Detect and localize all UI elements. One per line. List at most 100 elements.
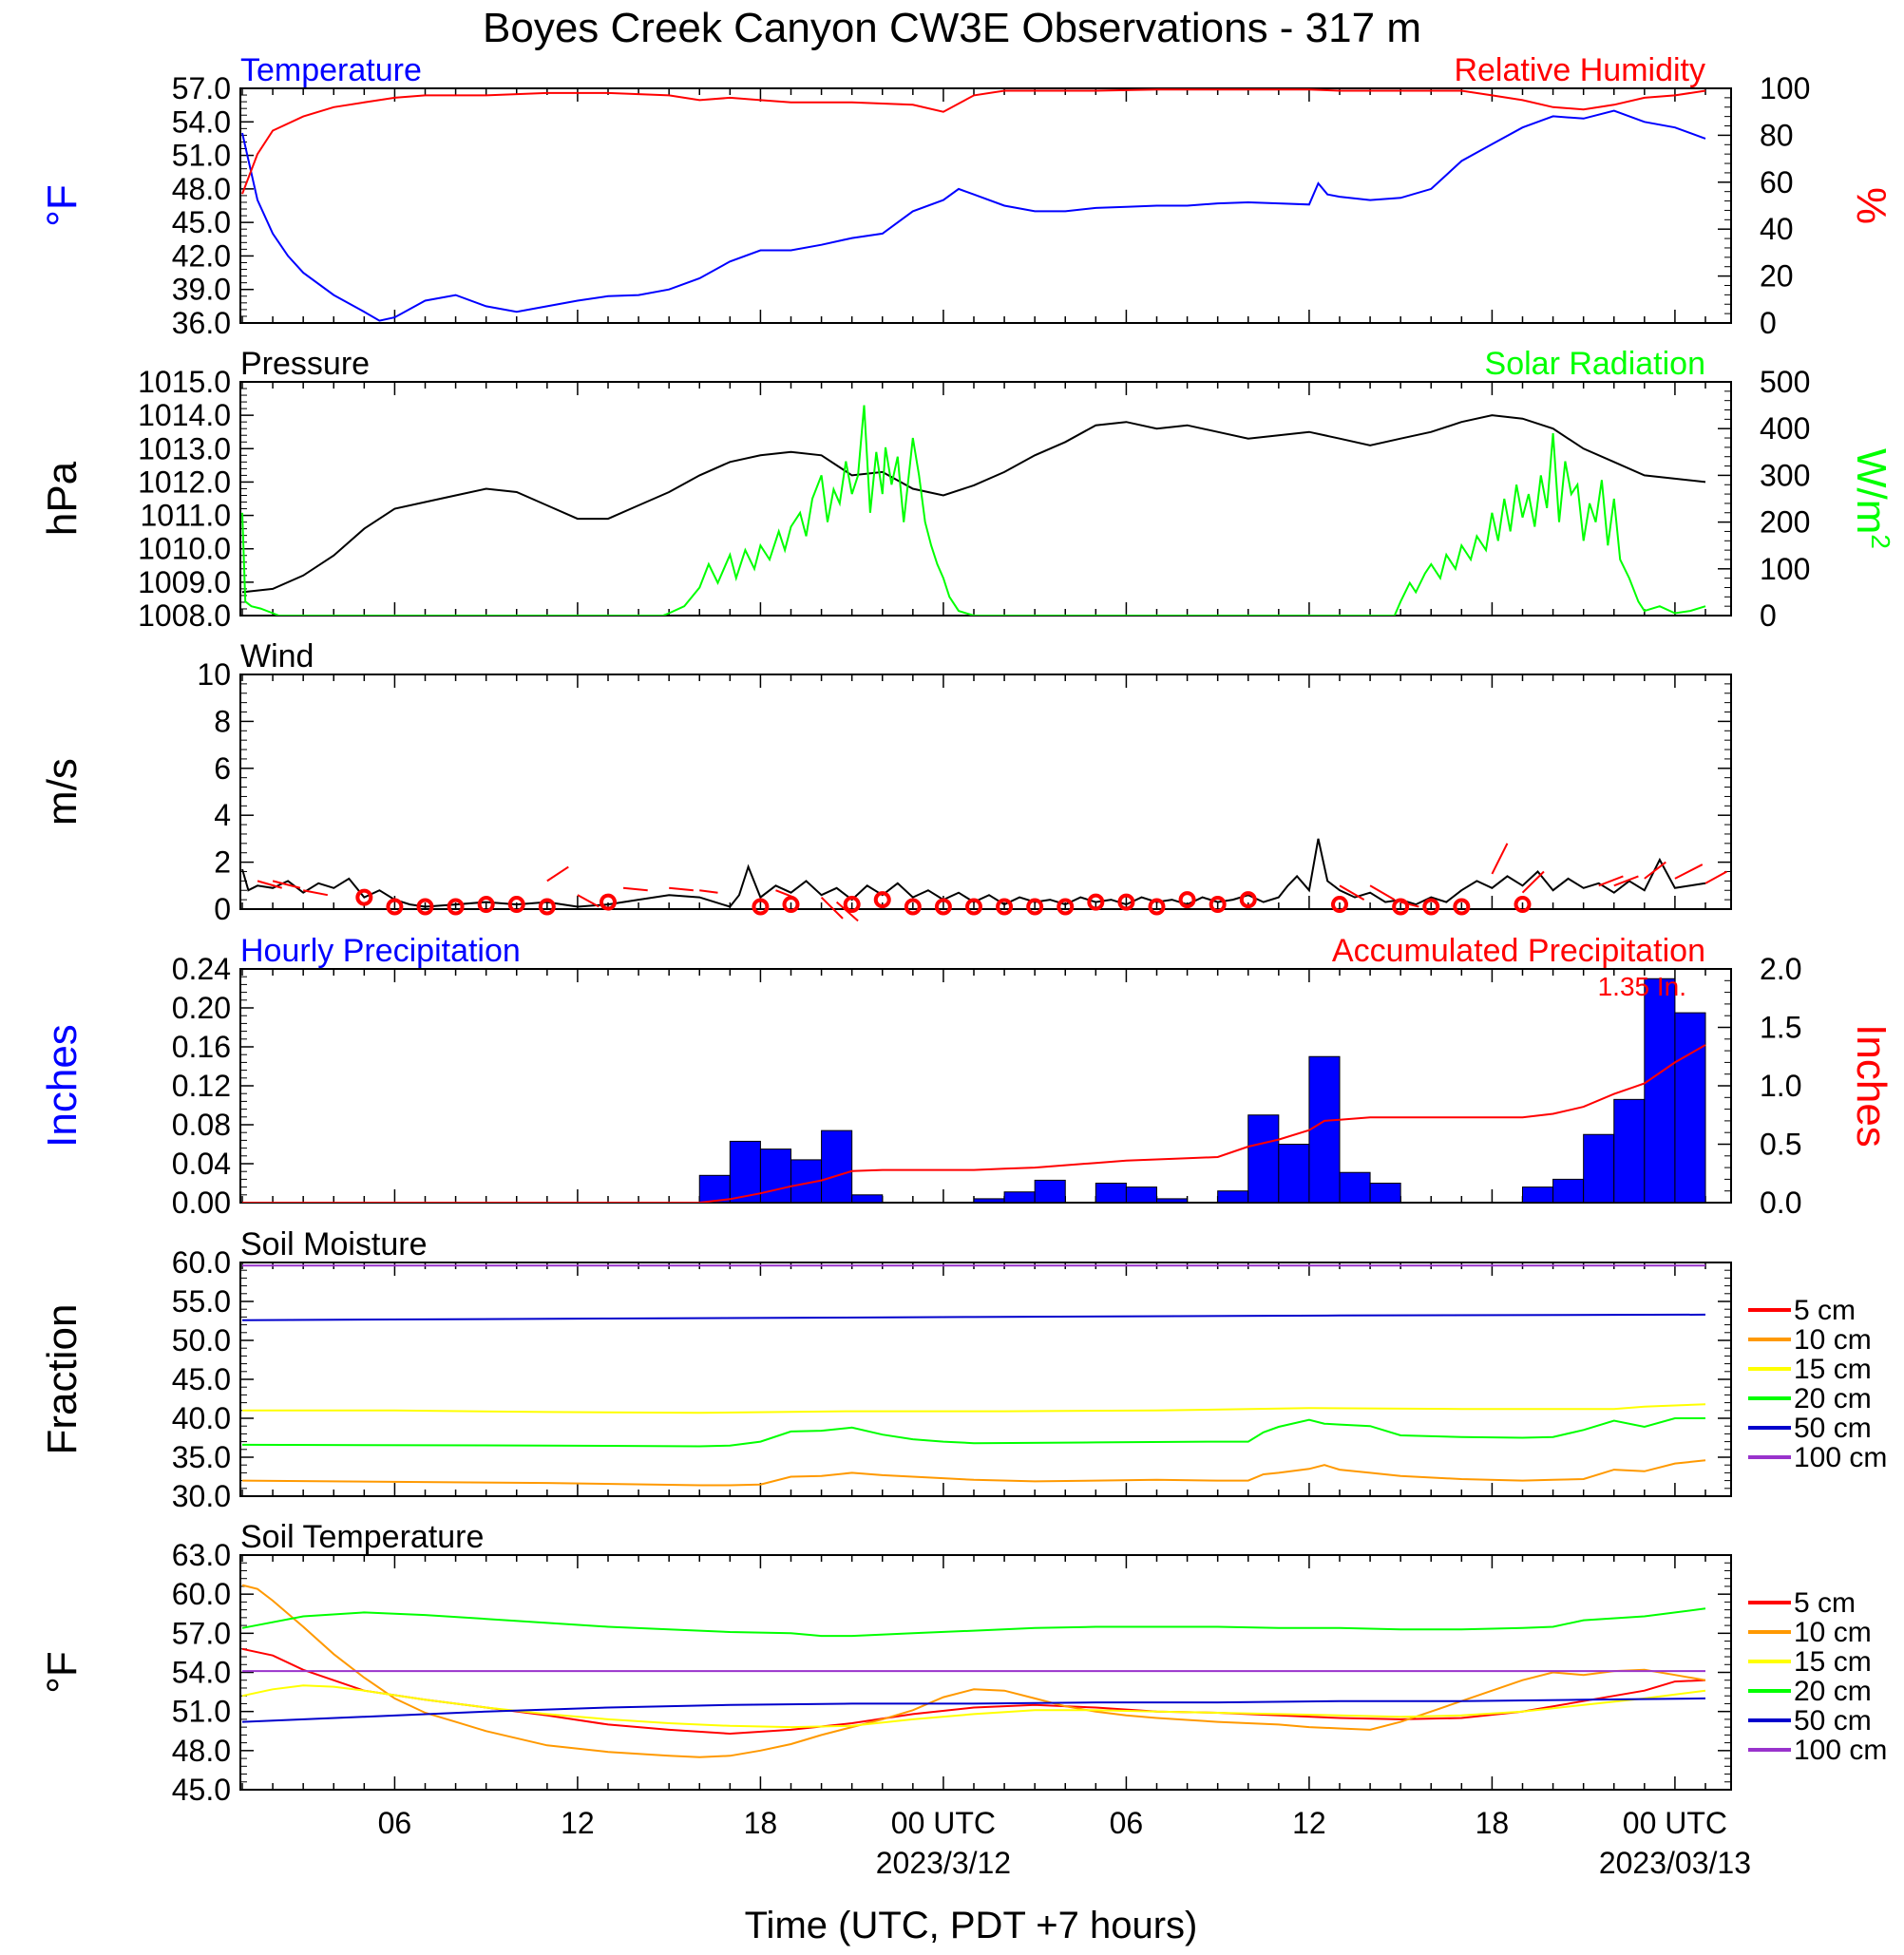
y-tick-label: 1013.0 — [138, 431, 231, 465]
y-tick-label: 4 — [214, 798, 231, 832]
y-tick-label: 57.0 — [172, 71, 231, 105]
precip-bar — [1003, 1191, 1036, 1204]
wind-calm-marker — [1148, 898, 1166, 916]
wind-direction-barb — [1369, 884, 1396, 901]
y-axis-label-left: Inches — [39, 1024, 86, 1148]
wind-direction-barb — [546, 865, 569, 883]
series-line-temperature — [241, 109, 1706, 322]
y-axis-label-superscript: 2 — [1867, 534, 1896, 549]
wind-calm-marker — [752, 898, 770, 916]
y-right-tick-label: 400 — [1760, 411, 1810, 446]
y-tick-label: 51.0 — [172, 1695, 231, 1729]
panel-title-right: Accumulated Precipitation — [1332, 933, 1705, 969]
legend-label: 15 cm — [1794, 1354, 1872, 1385]
legend-label: 50 cm — [1794, 1413, 1872, 1444]
wind-calm-marker — [904, 898, 922, 916]
wind-calm-marker — [1026, 898, 1044, 916]
y-right-tick-label: 0 — [1760, 598, 1777, 633]
y-tick-label: 0.08 — [172, 1108, 231, 1142]
precip-bar — [1552, 1178, 1585, 1204]
precip-bar — [1217, 1190, 1249, 1204]
precip-bar — [821, 1129, 853, 1204]
x-date-label: 2023/3/12 — [876, 1846, 1011, 1880]
precip-bar — [1613, 1098, 1646, 1204]
precip-bar — [1583, 1133, 1615, 1204]
y-axis-label-right: % — [1848, 187, 1894, 224]
x-tick-label: 12 — [1292, 1806, 1326, 1840]
legend-label: 15 cm — [1794, 1646, 1872, 1678]
wind-calm-marker — [1087, 893, 1105, 911]
y-tick-label: 45.0 — [172, 205, 231, 239]
y-right-tick-label: 60 — [1760, 165, 1794, 199]
legend-label: 20 cm — [1794, 1383, 1872, 1414]
legend-label: 50 cm — [1794, 1705, 1872, 1737]
precip-bar — [851, 1194, 884, 1204]
wind-calm-marker — [600, 893, 617, 911]
series-line-20-cm — [241, 1607, 1706, 1638]
x-tick-label: 00 UTC — [891, 1806, 996, 1840]
panel-soil_temperature: 45.0 48.0 51.0 54.0 57.0 60.0 63.0 Soil Tempera… — [39, 1519, 1887, 1807]
wind-direction-barb — [835, 901, 859, 922]
y-tick-label: 42.0 — [172, 238, 231, 273]
y-right-tick-label: 80 — [1760, 118, 1794, 152]
plot-frame — [239, 968, 1732, 1204]
y-axis-label-left: hPa — [39, 461, 86, 536]
y-tick-label: 54.0 — [172, 1656, 231, 1690]
wind-direction-barb — [1491, 843, 1509, 875]
y-tick-label: 60.0 — [172, 1577, 231, 1611]
wind-calm-marker — [1239, 891, 1257, 909]
y-tick-label: 55.0 — [172, 1284, 231, 1319]
y-axis-label-right: Inches — [1848, 1024, 1894, 1148]
wind-calm-marker — [447, 898, 465, 916]
panel-title-right: Solar Radiation — [1485, 346, 1705, 382]
y-tick-label: 0.00 — [172, 1186, 231, 1220]
wind-calm-marker — [996, 898, 1014, 916]
wind-direction-barb — [1399, 901, 1419, 908]
wind-calm-marker — [477, 896, 495, 914]
y-right-tick-label: 0.5 — [1760, 1128, 1801, 1162]
wind-calm-marker — [1057, 898, 1075, 916]
wind-calm-marker — [1209, 896, 1227, 914]
x-tick-label: 00 UTC — [1623, 1806, 1727, 1840]
y-tick-label: 6 — [214, 751, 231, 786]
y-right-tick-label: 20 — [1760, 259, 1794, 294]
series-line-50-cm — [241, 1697, 1706, 1723]
wind-calm-marker — [416, 898, 434, 916]
y-tick-label: 36.0 — [172, 306, 231, 340]
wind-calm-marker — [1453, 898, 1471, 916]
wind-calm-marker — [782, 896, 800, 914]
y-right-tick-label: 2.0 — [1760, 952, 1801, 986]
wind-direction-barb — [1521, 870, 1545, 894]
y-tick-label: 30.0 — [172, 1479, 231, 1513]
precip-total-annotation: 1.35 In. — [1598, 972, 1686, 1001]
y-tick-label: 1014.0 — [138, 398, 231, 432]
wind-direction-barb — [272, 880, 301, 889]
series-line-accumulated-precipitation — [242, 1044, 1706, 1203]
wind-calm-marker — [538, 898, 556, 916]
y-tick-label: 0.16 — [172, 1030, 231, 1064]
precip-bar — [1674, 1012, 1706, 1204]
y-right-tick-label: 500 — [1760, 365, 1810, 399]
legend-label: 10 cm — [1794, 1617, 1872, 1648]
wind-direction-barb — [257, 880, 282, 889]
wind-direction-barb — [669, 886, 694, 892]
x-tick-label: 06 — [1110, 1806, 1144, 1840]
wind-direction-barb — [622, 886, 648, 892]
precip-bar — [1369, 1183, 1401, 1204]
wind-calm-marker — [1117, 893, 1135, 911]
wind-direction-barb — [1339, 884, 1365, 901]
y-right-tick-label: 40 — [1760, 212, 1794, 246]
plot-frame — [239, 1554, 1732, 1791]
wind-calm-marker — [965, 898, 982, 916]
plot-frame — [239, 674, 1732, 910]
panel-title-left: Wind — [240, 638, 314, 674]
precip-bar — [1247, 1114, 1280, 1204]
y-tick-label: 1008.0 — [138, 598, 231, 633]
y-tick-label: 45.0 — [172, 1362, 231, 1396]
legend-label: 5 cm — [1794, 1587, 1856, 1619]
x-tick-label: 18 — [1476, 1806, 1510, 1840]
wind-direction-barb — [1644, 861, 1666, 880]
precip-bar — [1308, 1055, 1341, 1204]
y-tick-label: 1009.0 — [138, 565, 231, 599]
series-line-10-cm — [241, 1459, 1706, 1487]
